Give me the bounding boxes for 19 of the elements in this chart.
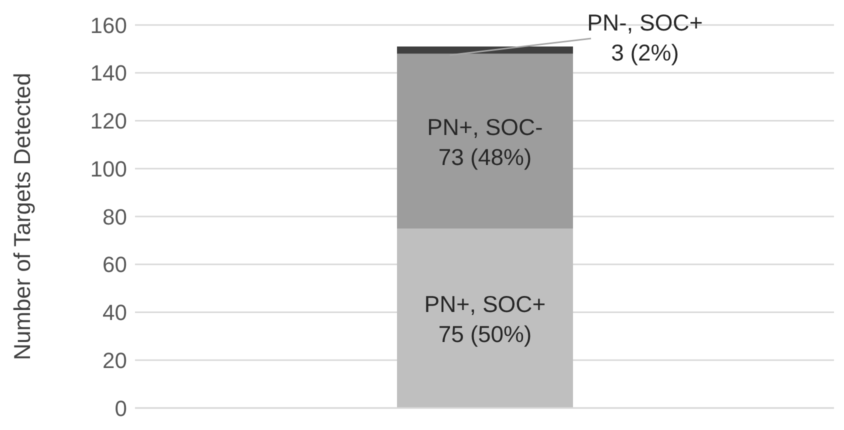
series-label: PN+, SOC- (427, 114, 543, 140)
y-tick-label: 0 (114, 396, 127, 421)
y-tick-label: 60 (102, 252, 127, 278)
bar (397, 228, 573, 408)
y-tick-label: 120 (90, 108, 127, 134)
data-label: 75 (50%) (438, 321, 532, 348)
series-label: PN+, SOC+ (424, 291, 546, 318)
y-tick-label: 80 (102, 204, 127, 230)
y-tick-label: 100 (90, 156, 127, 182)
y-axis-title: Number of Targets Detected (9, 72, 36, 360)
y-tick-label: 140 (90, 60, 127, 86)
series-label: PN-, SOC+ (587, 10, 703, 36)
bar (397, 46, 573, 54)
y-tick-label: 20 (102, 348, 127, 373)
data-label: 3 (2%) (611, 40, 679, 66)
y-tick-label: 40 (102, 300, 127, 326)
y-tick-label: 160 (90, 12, 127, 38)
data-label: 73 (48%) (438, 144, 532, 170)
bar (397, 54, 573, 228)
